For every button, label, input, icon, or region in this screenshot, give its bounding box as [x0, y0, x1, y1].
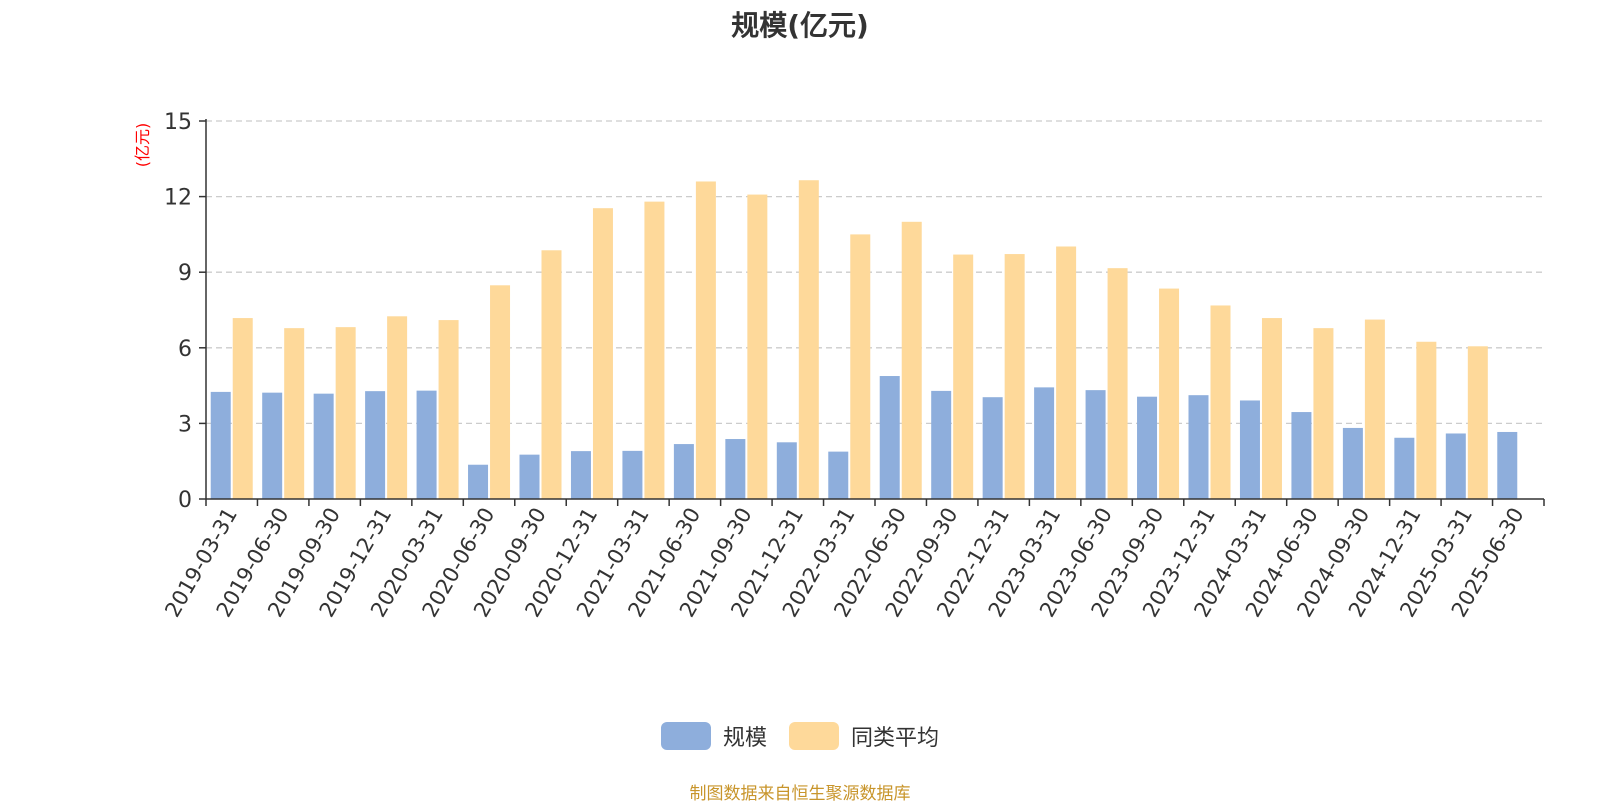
bar-peer-average[interactable] — [1159, 288, 1180, 499]
bar-peer-average[interactable] — [1364, 319, 1385, 499]
bar-scale[interactable] — [673, 444, 694, 499]
bar-scale[interactable] — [570, 451, 591, 499]
bar-scale[interactable] — [262, 392, 283, 499]
legend-swatch — [789, 722, 839, 750]
bar-scale[interactable] — [468, 464, 489, 499]
bar-peer-average[interactable] — [1261, 318, 1282, 499]
legend-swatch — [660, 722, 711, 750]
bar-peer-average[interactable] — [1210, 305, 1231, 499]
bar-scale[interactable] — [879, 376, 900, 499]
bar-peer-average[interactable] — [747, 194, 768, 500]
legend-item-series-1[interactable]: 规模 — [660, 720, 767, 752]
bar-peer-average[interactable] — [284, 328, 305, 499]
bars — [210, 180, 1518, 500]
bar-peer-average[interactable] — [387, 316, 408, 499]
bar-peer-average[interactable] — [438, 320, 459, 499]
bar-peer-average[interactable] — [953, 254, 974, 499]
bar-scale[interactable] — [1239, 400, 1260, 499]
axes — [199, 119, 1545, 506]
bar-scale[interactable] — [1394, 437, 1415, 499]
legend-label: 同类平均 — [851, 726, 940, 751]
bar-peer-average[interactable] — [335, 327, 356, 499]
bar-scale[interactable] — [210, 391, 231, 499]
bar-scale[interactable] — [1034, 387, 1055, 499]
y-tick-label: 15 — [164, 110, 192, 135]
bar-scale[interactable] — [776, 442, 797, 499]
bar-scale[interactable] — [1291, 412, 1312, 499]
y-axis-label: (亿元) — [133, 123, 152, 168]
bar-scale[interactable] — [622, 450, 643, 499]
bar-scale[interactable] — [1497, 431, 1518, 499]
bar-peer-average[interactable] — [695, 181, 716, 500]
legend-label: 规模 — [722, 726, 767, 751]
bar-scale[interactable] — [519, 454, 540, 499]
bar-scale[interactable] — [828, 451, 849, 499]
bar-peer-average[interactable] — [592, 208, 613, 499]
bar-peer-average[interactable] — [901, 221, 922, 500]
bar-scale[interactable] — [1188, 395, 1209, 499]
bar-scale[interactable] — [313, 393, 334, 499]
y-tick-label: 9 — [178, 261, 192, 286]
source-note: 制图数据来自恒生聚源数据库 — [689, 784, 911, 804]
bar-peer-average[interactable] — [1056, 246, 1077, 499]
y-tick-label: 6 — [178, 337, 192, 362]
bar-peer-average[interactable] — [541, 250, 562, 499]
bar-peer-average[interactable] — [798, 180, 819, 499]
bar-scale[interactable] — [416, 390, 437, 499]
bar-peer-average[interactable] — [1467, 346, 1488, 499]
y-tick-label: 3 — [178, 412, 192, 437]
bar-scale[interactable] — [1445, 433, 1466, 499]
bar-peer-average[interactable] — [1313, 328, 1334, 499]
y-tick-label: 0 — [178, 488, 192, 513]
bar-peer-average[interactable] — [490, 285, 511, 499]
bar-peer-average[interactable] — [1004, 254, 1025, 499]
bar-peer-average[interactable] — [232, 318, 253, 499]
y-tick-label: 12 — [164, 186, 192, 211]
bar-peer-average[interactable] — [1107, 268, 1128, 499]
bar-peer-average[interactable] — [850, 234, 871, 499]
bar-peer-average[interactable] — [644, 201, 665, 499]
chart-title: 规模(亿元) — [731, 9, 869, 42]
bar-scale[interactable] — [365, 391, 386, 499]
bar-scale[interactable] — [982, 397, 1003, 499]
bar-scale[interactable] — [1137, 396, 1158, 499]
legend: 规模 同类平均 — [0, 720, 1600, 752]
bar-scale[interactable] — [1085, 390, 1106, 499]
legend-item-series-2[interactable]: 同类平均 — [789, 720, 939, 752]
bar-scale[interactable] — [931, 390, 952, 499]
bar-scale[interactable] — [1342, 427, 1363, 499]
bar-scale[interactable] — [725, 439, 746, 499]
bar-peer-average[interactable] — [1416, 341, 1437, 499]
